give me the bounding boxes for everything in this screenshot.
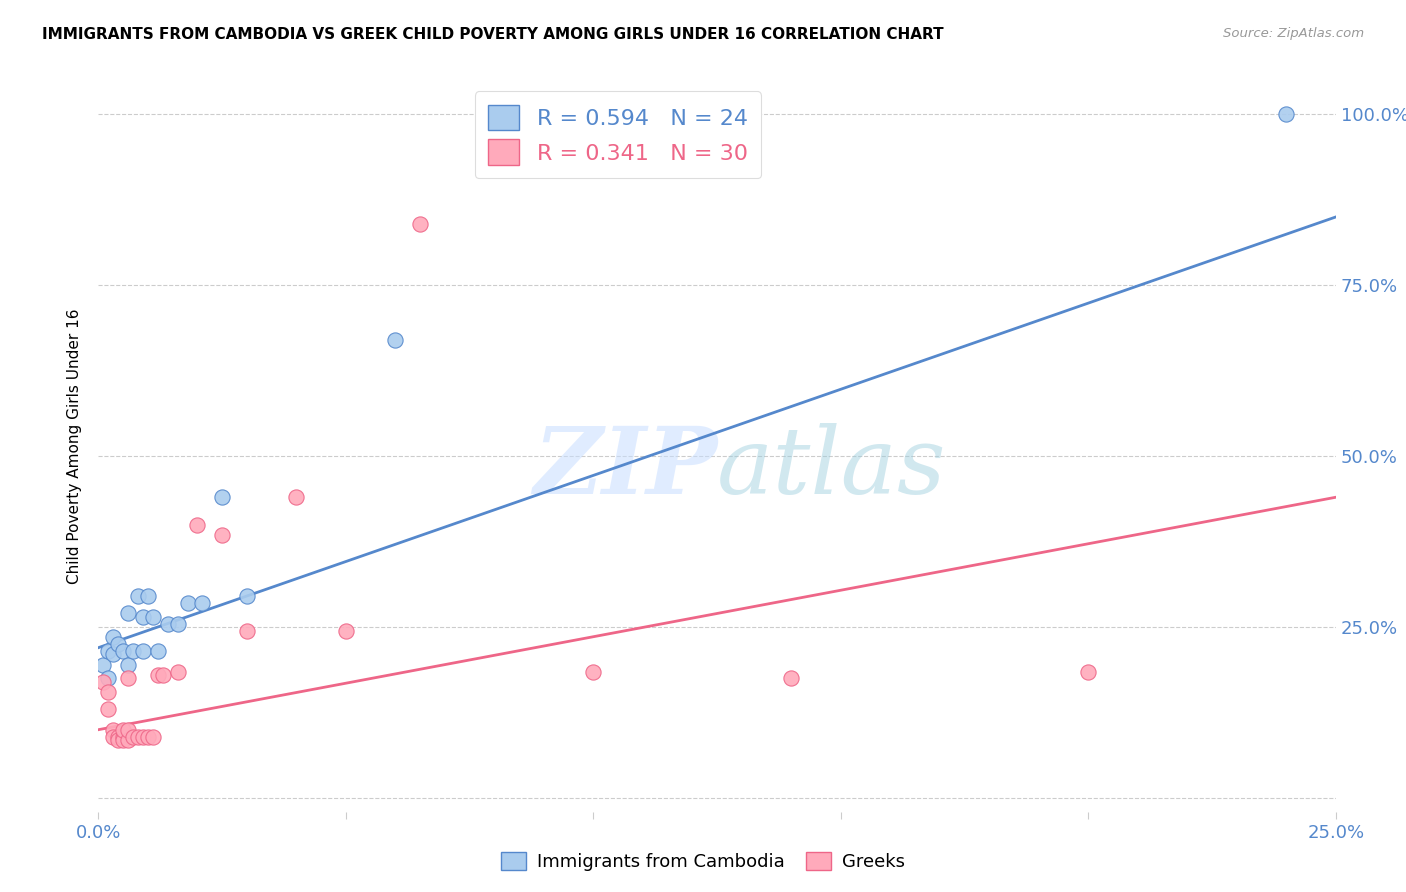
- Point: [107, 637, 129, 651]
- Point: [103, 723, 125, 737]
- Point: [107, 733, 129, 747]
- Point: [236, 624, 259, 638]
- Point: [127, 730, 149, 744]
- Point: [93, 674, 115, 689]
- Point: [156, 616, 179, 631]
- Point: [103, 631, 125, 645]
- Point: [335, 624, 357, 638]
- Point: [136, 730, 159, 744]
- Point: [122, 730, 145, 744]
- Point: [97, 702, 120, 716]
- Point: [103, 648, 125, 662]
- Point: [146, 644, 169, 658]
- Text: ZIP: ZIP: [533, 423, 717, 513]
- Point: [166, 665, 188, 679]
- Point: [132, 610, 155, 624]
- Point: [1275, 107, 1298, 121]
- Point: [780, 672, 803, 686]
- Point: [97, 685, 120, 699]
- Point: [409, 217, 432, 231]
- Text: IMMIGRANTS FROM CAMBODIA VS GREEK CHILD POVERTY AMONG GIRLS UNDER 16 CORRELATION: IMMIGRANTS FROM CAMBODIA VS GREEK CHILD …: [42, 27, 943, 42]
- Y-axis label: Child Poverty Among Girls Under 16: Child Poverty Among Girls Under 16: [67, 309, 83, 583]
- Text: Source: ZipAtlas.com: Source: ZipAtlas.com: [1223, 27, 1364, 40]
- Point: [211, 528, 233, 542]
- Point: [132, 730, 155, 744]
- Point: [112, 733, 135, 747]
- Point: [142, 610, 165, 624]
- Text: atlas: atlas: [717, 423, 946, 513]
- Point: [136, 590, 159, 604]
- Point: [112, 730, 135, 744]
- Point: [1077, 665, 1099, 679]
- Point: [112, 723, 135, 737]
- Point: [117, 657, 139, 672]
- Point: [117, 723, 139, 737]
- Point: [117, 672, 139, 686]
- Point: [93, 657, 115, 672]
- Point: [146, 668, 169, 682]
- Point: [166, 616, 188, 631]
- Point: [285, 490, 308, 504]
- Point: [97, 644, 120, 658]
- Point: [384, 333, 406, 347]
- Point: [186, 517, 208, 532]
- Point: [582, 665, 605, 679]
- Point: [117, 733, 139, 747]
- Point: [236, 590, 259, 604]
- Point: [127, 590, 149, 604]
- Legend: Immigrants from Cambodia, Greeks: Immigrants from Cambodia, Greeks: [494, 845, 912, 879]
- Point: [122, 644, 145, 658]
- Point: [176, 596, 198, 610]
- Point: [117, 607, 139, 621]
- Legend: R = 0.594   N = 24, R = 0.341   N = 30: R = 0.594 N = 24, R = 0.341 N = 30: [475, 91, 762, 178]
- Point: [191, 596, 214, 610]
- Point: [103, 730, 125, 744]
- Point: [132, 644, 155, 658]
- Point: [97, 672, 120, 686]
- Point: [107, 730, 129, 744]
- Point: [211, 490, 233, 504]
- Point: [112, 644, 135, 658]
- Point: [152, 668, 174, 682]
- Point: [142, 730, 165, 744]
